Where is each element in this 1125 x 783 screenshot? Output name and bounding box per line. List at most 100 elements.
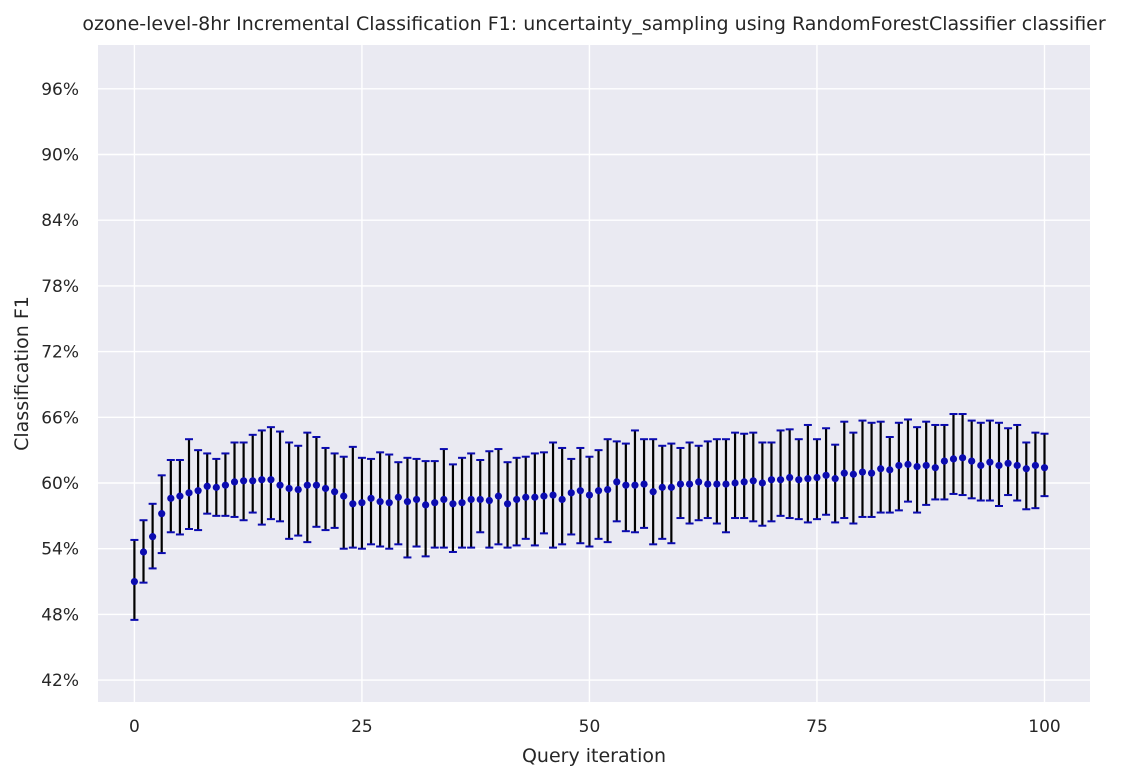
data-point	[786, 473, 794, 482]
y-tick-label: 84%	[41, 211, 79, 231]
data-point	[258, 476, 266, 484]
data-point	[1013, 461, 1021, 470]
data-point	[503, 500, 512, 508]
tick-labels: 0 25 50 75 100 42% 48% 54% 60% 66% 72% 78% 84% 90% 96%	[41, 80, 1061, 737]
data-point	[458, 499, 466, 507]
data-point	[995, 461, 1003, 470]
data-point	[631, 481, 639, 489]
data-point	[604, 485, 612, 494]
data-point	[986, 458, 994, 466]
data-point	[549, 491, 557, 499]
data-point	[376, 498, 384, 506]
data-point	[676, 480, 685, 488]
data-point	[349, 500, 357, 508]
data-point	[576, 487, 584, 495]
data-point	[203, 482, 211, 490]
data-point	[267, 476, 275, 484]
data-point	[831, 475, 839, 483]
data-point	[331, 488, 339, 496]
data-point	[312, 481, 321, 489]
data-point	[221, 481, 230, 489]
y-tick-label: 66%	[41, 408, 79, 428]
data-point	[731, 479, 739, 487]
x-tick-label: 50	[579, 717, 601, 737]
data-point	[804, 475, 812, 483]
data-point	[594, 487, 603, 495]
data-point	[440, 495, 448, 504]
data-point	[194, 487, 202, 495]
data-point	[758, 479, 766, 487]
data-point	[358, 499, 366, 507]
data-point	[531, 493, 539, 501]
y-tick-label: 54%	[41, 540, 79, 560]
data-point	[585, 491, 594, 499]
data-point	[485, 496, 493, 505]
data-point	[130, 577, 139, 586]
data-point	[149, 533, 157, 541]
data-point	[1004, 459, 1012, 467]
data-point	[740, 478, 748, 486]
y-tick-label: 72%	[41, 343, 79, 363]
data-point	[321, 484, 330, 493]
data-point	[249, 477, 257, 485]
data-point	[849, 470, 857, 478]
chart-title: ozone-level-8hr Incremental Classificati…	[82, 13, 1106, 35]
data-point	[904, 460, 912, 468]
data-point	[449, 500, 457, 508]
data-point	[494, 492, 503, 500]
x-tick-label: 0	[129, 717, 140, 737]
data-point	[403, 498, 412, 506]
y-tick-label: 90%	[41, 146, 79, 166]
grid-layer	[98, 45, 1090, 702]
data-point	[858, 468, 867, 476]
y-axis-title: Classification F1	[11, 296, 33, 451]
data-point	[795, 476, 803, 484]
data-point	[622, 481, 630, 489]
data-point	[1040, 464, 1049, 472]
data-point	[840, 469, 848, 477]
plot-area	[98, 45, 1090, 702]
data-point	[513, 495, 521, 504]
data-point	[467, 495, 475, 504]
data-point	[895, 461, 903, 470]
data-point	[667, 483, 675, 491]
data-point	[567, 489, 575, 497]
y-tick-label: 96%	[41, 80, 79, 100]
y-tick-label: 60%	[41, 474, 79, 494]
data-point	[176, 492, 184, 500]
data-point	[767, 476, 776, 484]
data-point	[303, 481, 311, 489]
data-point	[968, 457, 976, 465]
data-point	[476, 495, 484, 504]
data-point	[685, 480, 694, 488]
data-point	[613, 478, 621, 486]
data-point	[240, 477, 248, 485]
data-point	[276, 481, 284, 489]
data-point	[1031, 461, 1039, 470]
data-point	[422, 501, 430, 509]
data-point	[522, 493, 530, 501]
data-point	[704, 480, 712, 488]
data-point	[340, 492, 348, 500]
data-point	[977, 461, 985, 470]
data-point	[640, 480, 648, 488]
data-point	[722, 480, 730, 488]
data-point	[913, 462, 921, 471]
data-point	[658, 483, 666, 491]
data-point	[922, 461, 930, 470]
data-point	[158, 510, 166, 518]
x-tick-label: 100	[1028, 717, 1060, 737]
x-axis-title: Query iteration	[522, 745, 666, 767]
y-tick-label: 42%	[41, 671, 79, 691]
y-tick-label: 78%	[41, 277, 79, 297]
data-point	[167, 494, 175, 502]
data-point	[431, 499, 439, 507]
x-tick-label: 25	[351, 717, 373, 737]
data-point	[749, 477, 757, 485]
data-point	[867, 469, 876, 477]
data-point	[412, 495, 421, 504]
data-markers	[130, 454, 1049, 586]
data-point	[695, 478, 703, 486]
data-point	[212, 483, 220, 491]
